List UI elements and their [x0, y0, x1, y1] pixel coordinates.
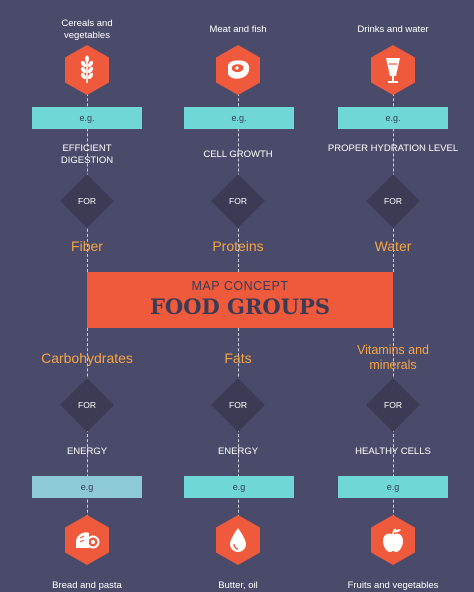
- connector-label: FOR: [229, 196, 247, 206]
- benefit-label: PROPER HYDRATION LEVEL: [327, 143, 459, 154]
- group-title-proteins: Proteins: [212, 238, 264, 254]
- connector-label: FOR: [384, 196, 402, 206]
- connector-line: [238, 58, 239, 272]
- example-bar: e.g.: [338, 107, 448, 129]
- banner-title: FOOD GROUPS: [150, 294, 330, 319]
- example-bar: e.g: [338, 476, 448, 498]
- food-example-label: Fruits and vegetables: [347, 580, 439, 591]
- apple-icon: [371, 515, 415, 565]
- glass-icon: [371, 45, 415, 95]
- connector-label: FOR: [78, 196, 96, 206]
- benefit-label: CELL GROWTH: [203, 149, 273, 160]
- benefit-label: EFFICIENT DIGESTION: [60, 143, 114, 166]
- group-title-fats: Fats: [224, 350, 252, 366]
- connector-label: FOR: [384, 400, 402, 410]
- group-title-water: Water: [374, 238, 412, 254]
- connector-line: [238, 328, 239, 538]
- food-example-label: Meat and fish: [209, 24, 267, 35]
- connector-line: [87, 58, 88, 272]
- benefit-label: ENERGY: [217, 446, 259, 457]
- example-bar: e.g: [184, 476, 294, 498]
- example-bar: e.g.: [32, 107, 142, 129]
- example-bar: e.g.: [184, 107, 294, 129]
- steak-icon: [216, 45, 260, 95]
- group-title-vitamins: Vitamins and minerals: [356, 343, 430, 372]
- food-example-label: Bread and pasta: [52, 580, 122, 591]
- example-bar: e.g: [32, 476, 142, 498]
- bread-icon: [65, 515, 109, 565]
- drop-icon: [216, 515, 260, 565]
- food-example-label: Drinks and water: [357, 24, 429, 35]
- wheat-icon: [65, 45, 109, 95]
- connector-line: [87, 328, 88, 538]
- connector-line: [393, 328, 394, 538]
- banner-subtitle: MAP CONCEPT: [191, 279, 289, 293]
- connector-label: FOR: [78, 400, 96, 410]
- group-title-carbohydrates: Carbohydrates: [41, 350, 133, 366]
- food-example-label: Cereals and vegetables: [61, 18, 113, 41]
- benefit-label: ENERGY: [66, 446, 108, 457]
- connector-line: [393, 58, 394, 272]
- group-title-fiber: Fiber: [71, 238, 103, 254]
- connector-label: FOR: [229, 400, 247, 410]
- benefit-label: HEALTHY CELLS: [355, 446, 431, 457]
- food-example-label: Butter, oil: [218, 580, 258, 591]
- title-banner: MAP CONCEPT FOOD GROUPS: [87, 272, 393, 328]
